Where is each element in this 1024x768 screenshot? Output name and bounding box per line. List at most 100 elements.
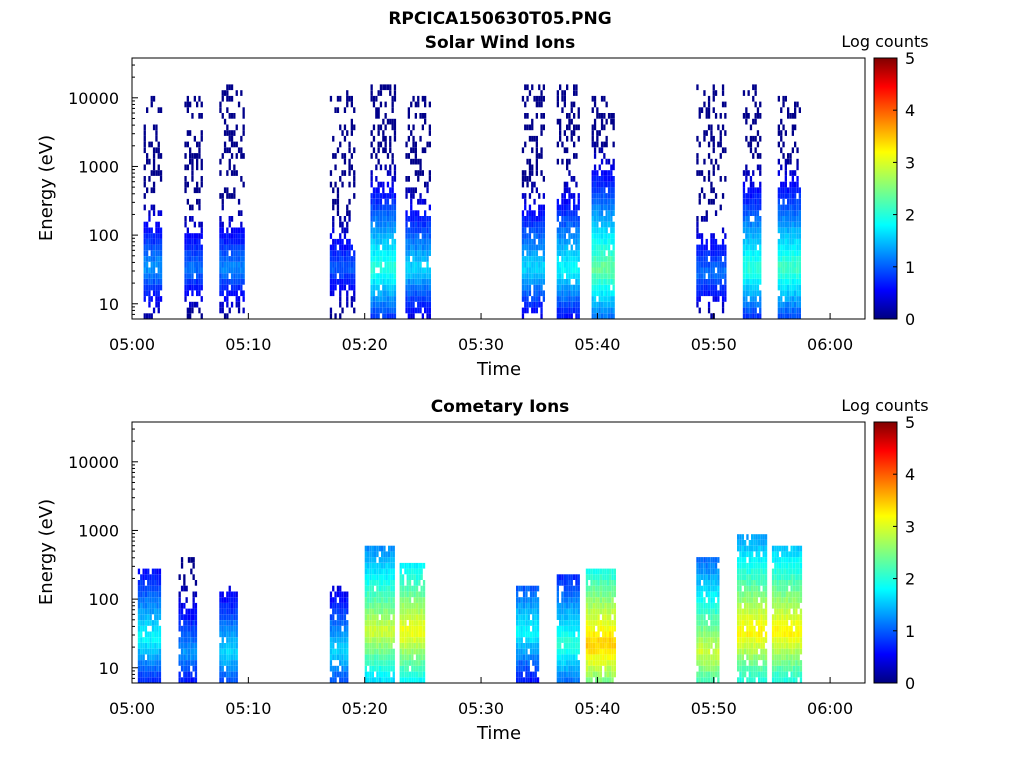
- spectrogram-cell: [522, 648, 526, 655]
- spectrogram-cell: [341, 221, 344, 228]
- spectrogram-cell: [698, 198, 701, 205]
- spectrogram-cell: [568, 227, 571, 234]
- spectrogram-cell: [577, 238, 580, 245]
- spectrogram-cell: [518, 631, 521, 638]
- spectrogram-cell: [535, 221, 538, 228]
- spectrogram-cell: [390, 608, 393, 615]
- spectrogram-cell: [573, 637, 576, 643]
- spectrogram-cell: [789, 290, 792, 297]
- spectrogram-cell: [152, 233, 156, 239]
- spectrogram-cell: [789, 170, 792, 176]
- spectrogram-cell: [533, 296, 536, 302]
- spectrogram-cell: [346, 101, 349, 108]
- spectrogram-cell: [568, 660, 571, 666]
- spectrogram-cell: [140, 637, 143, 643]
- spectrogram-cell: [744, 631, 747, 638]
- spectrogram-cell: [542, 290, 545, 297]
- spectrogram-cell: [386, 244, 390, 251]
- spectrogram-cell: [612, 227, 615, 234]
- spectrogram-cell: [710, 256, 713, 262]
- spectrogram-cell: [405, 193, 408, 199]
- spectrogram-cell: [421, 301, 424, 308]
- spectrogram-cell: [707, 284, 711, 291]
- spectrogram-cell: [602, 648, 605, 655]
- spectrogram-cell: [375, 244, 378, 251]
- spectrogram-cell: [705, 580, 708, 586]
- spectrogram-cell: [329, 665, 333, 672]
- spectrogram-cell: [591, 250, 594, 256]
- spectrogram-cell: [784, 250, 787, 256]
- spectrogram-cell: [424, 233, 427, 239]
- spectrogram-cell: [566, 290, 569, 297]
- spectrogram-cell: [542, 193, 545, 199]
- spectrogram-cell: [157, 250, 160, 256]
- spectrogram-cell: [240, 90, 243, 96]
- spectrogram-cell: [556, 654, 559, 661]
- spectrogram-cell: [343, 279, 347, 285]
- spectrogram-cell: [415, 602, 419, 609]
- spectrogram-cell: [710, 665, 713, 672]
- spectrogram-cell: [371, 614, 374, 620]
- spectrogram-cell: [383, 591, 386, 598]
- spectrogram-cell: [144, 631, 148, 638]
- spectrogram-cell: [522, 677, 526, 683]
- spectrogram-cell: [382, 216, 385, 222]
- spectrogram-cell: [389, 279, 392, 285]
- spectrogram-cell: [538, 261, 541, 268]
- spectrogram-cell: [603, 221, 606, 228]
- spectrogram-cell: [376, 671, 379, 678]
- spectrogram-cell: [784, 238, 787, 245]
- spectrogram-cell: [158, 643, 162, 649]
- spectrogram-cell: [178, 597, 181, 603]
- spectrogram-cell: [591, 198, 594, 205]
- spectrogram-cell: [707, 95, 711, 102]
- spectrogram-cell: [607, 250, 611, 256]
- spectrogram-cell: [596, 256, 599, 262]
- spectrogram-cell: [382, 256, 385, 262]
- spectrogram-cell: [606, 637, 609, 643]
- spectrogram-cell: [573, 614, 576, 620]
- spectrogram-cell: [382, 84, 385, 91]
- spectrogram-cell: [151, 602, 155, 609]
- spectrogram-cell: [609, 660, 612, 666]
- spectrogram-cell: [724, 261, 727, 268]
- spectrogram-cell: [392, 568, 395, 575]
- spectrogram-cell: [226, 187, 229, 194]
- spectrogram-cell: [721, 193, 725, 199]
- spectrogram-cell: [600, 147, 604, 154]
- spectrogram-cell: [408, 648, 412, 655]
- spectrogram-cell: [235, 643, 238, 649]
- spectrogram-cell: [339, 631, 342, 638]
- spectrogram-cell: [747, 301, 750, 308]
- spectrogram-cell: [386, 221, 390, 228]
- spectrogram-cell: [226, 250, 229, 256]
- spectrogram-cell: [143, 296, 146, 302]
- spectrogram-cell: [235, 290, 238, 297]
- spectrogram-cell: [741, 540, 744, 546]
- spectrogram-cell: [415, 660, 419, 666]
- spectrogram-cell: [590, 643, 593, 649]
- spectrogram-cell: [230, 660, 234, 666]
- spectrogram-cell: [603, 170, 606, 176]
- spectrogram-cell: [230, 279, 234, 285]
- spectrogram-cell: [405, 296, 408, 302]
- spectrogram-cell: [364, 625, 367, 632]
- spectrogram-cell: [378, 643, 381, 649]
- spectrogram-cell: [418, 602, 421, 609]
- spectrogram-cell: [710, 181, 713, 188]
- spectrogram-cell: [525, 591, 528, 598]
- spectrogram-cell: [421, 233, 424, 239]
- spectrogram-cell: [422, 660, 426, 666]
- spectrogram-cell: [376, 620, 379, 626]
- spectrogram-cell: [140, 665, 143, 672]
- spectrogram-cell: [556, 677, 559, 683]
- spectrogram-cell: [575, 643, 578, 649]
- spectrogram-cell: [573, 574, 576, 580]
- spectrogram-cell: [752, 244, 755, 251]
- spectrogram-cell: [370, 221, 373, 228]
- spectrogram-cell: [156, 665, 159, 672]
- spectrogram-cell: [428, 176, 431, 182]
- spectrogram-cell: [367, 591, 370, 598]
- figure-title: RPCICA150630T05.PNG: [388, 9, 611, 29]
- spectrogram-cell: [559, 227, 562, 234]
